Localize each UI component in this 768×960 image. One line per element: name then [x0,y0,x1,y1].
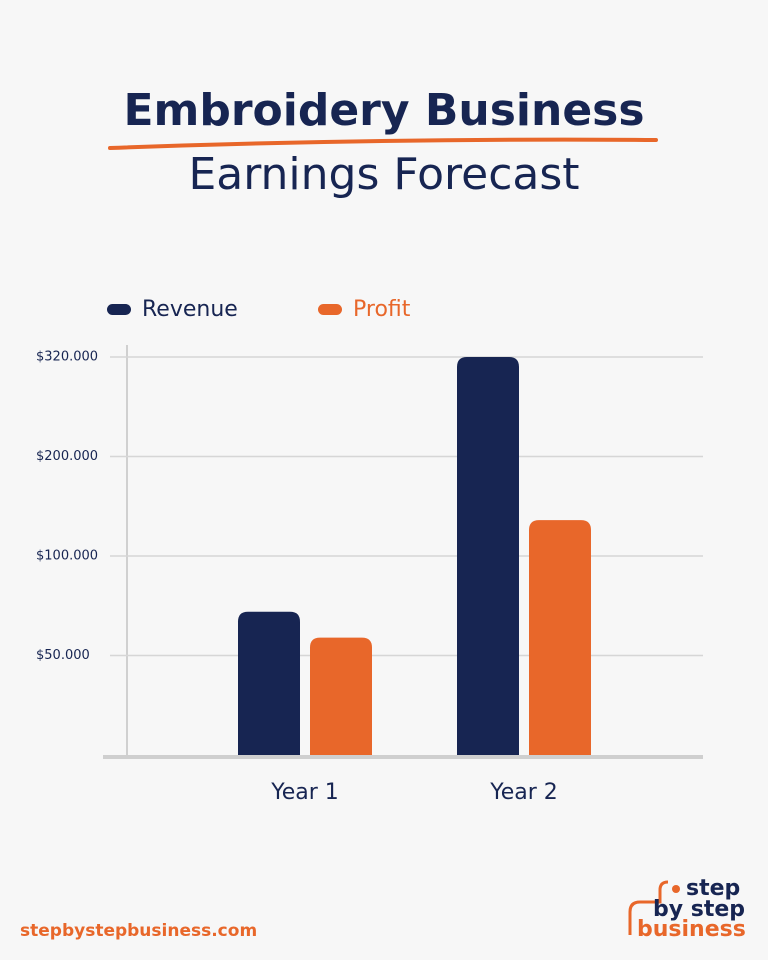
x-tick-label: Year 2 [489,780,558,805]
logo-stairs [628,880,669,935]
logo-dot [672,885,680,893]
title-underline [108,137,658,150]
logo-text: step [686,876,740,901]
chart-subtitle: Earnings Forecast [188,149,579,200]
bar [310,637,372,755]
y-tick-label: $200.000 [36,449,98,464]
y-tick-label: $100.000 [36,549,98,564]
bar [457,357,519,755]
x-tick-label: Year 1 [270,780,339,805]
logo-text: business [637,917,746,942]
logo-text: by step [653,897,745,922]
bar [238,611,300,755]
legend-label: Profit [353,297,411,322]
legend-swatch [107,304,131,315]
legend-label: Revenue [142,297,238,322]
chart-title: Embroidery Business [123,85,644,136]
bar [529,520,591,755]
website: stepbystepbusiness.com [20,921,257,941]
y-tick-label: $50.000 [36,648,90,663]
legend-swatch [318,304,342,315]
y-tick-label: $320.000 [36,350,98,365]
